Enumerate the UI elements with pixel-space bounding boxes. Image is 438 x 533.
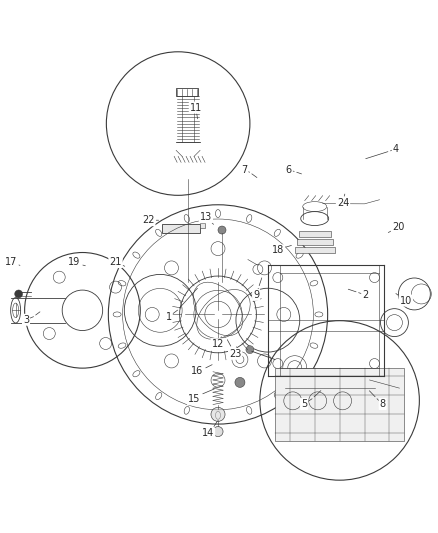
- Text: 1: 1: [166, 312, 172, 322]
- Circle shape: [211, 407, 225, 421]
- Text: 17: 17: [4, 257, 17, 267]
- Text: 6: 6: [286, 165, 292, 175]
- Bar: [162, 224, 200, 233]
- Text: 10: 10: [400, 296, 412, 305]
- Circle shape: [213, 426, 223, 437]
- Bar: [275, 368, 404, 441]
- Text: 24: 24: [337, 198, 349, 208]
- FancyBboxPatch shape: [176, 87, 198, 96]
- Text: 13: 13: [200, 212, 212, 222]
- Circle shape: [218, 226, 226, 234]
- Text: 23: 23: [229, 349, 241, 359]
- Text: 5: 5: [301, 399, 307, 409]
- Text: 8: 8: [380, 399, 386, 409]
- Bar: [295, 247, 335, 253]
- Text: 18: 18: [272, 245, 284, 255]
- Text: 21: 21: [110, 257, 122, 267]
- Text: 11: 11: [190, 102, 202, 112]
- Text: 9: 9: [253, 290, 259, 300]
- Text: 12: 12: [212, 339, 224, 349]
- Text: 20: 20: [392, 222, 404, 232]
- Bar: [297, 239, 332, 245]
- Text: 2: 2: [362, 290, 368, 300]
- Text: 15: 15: [188, 394, 200, 404]
- Text: 4: 4: [393, 143, 399, 154]
- Text: 14: 14: [202, 429, 214, 438]
- Bar: [299, 231, 331, 237]
- Text: 7: 7: [241, 165, 247, 175]
- Text: 3: 3: [23, 315, 29, 325]
- Text: 16: 16: [191, 366, 203, 376]
- Circle shape: [246, 346, 254, 353]
- Circle shape: [14, 290, 23, 298]
- Bar: [200, 222, 205, 228]
- Text: 22: 22: [142, 215, 155, 225]
- Circle shape: [235, 377, 245, 387]
- Text: 19: 19: [68, 257, 80, 267]
- Circle shape: [368, 375, 374, 381]
